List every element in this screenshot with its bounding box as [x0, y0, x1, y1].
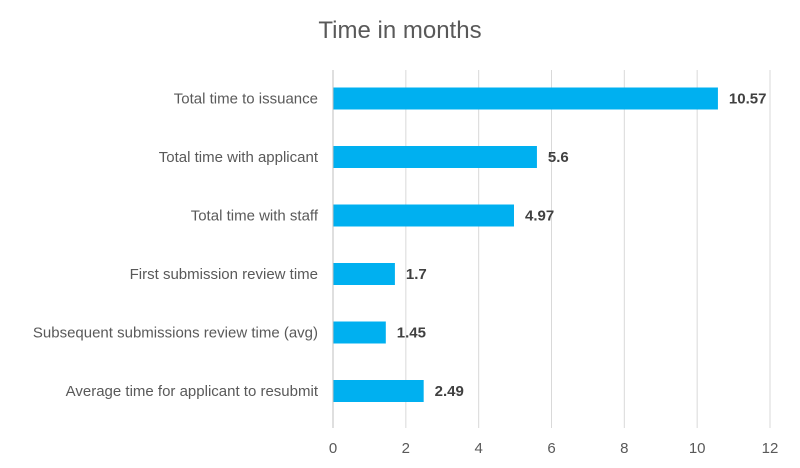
category-label: Subsequent submissions review time (avg) — [33, 325, 318, 342]
data-label: 1.45 — [397, 325, 426, 342]
bar-4 — [333, 263, 395, 285]
x-tick-label: 8 — [620, 440, 628, 457]
data-label: 5.6 — [548, 149, 569, 166]
bar-2 — [333, 146, 537, 168]
category-label: Total time with staff — [191, 208, 319, 225]
bar-6 — [333, 380, 424, 402]
bar-5 — [333, 321, 386, 344]
x-tick-label: 6 — [547, 440, 555, 457]
category-label: Average time for applicant to resubmit — [66, 383, 319, 400]
category-label: First submission review time — [130, 266, 318, 283]
bar-1 — [333, 87, 718, 110]
data-label: 4.97 — [525, 208, 554, 225]
category-label: Total time with applicant — [159, 149, 319, 166]
category-labels: Total time to issuance Total time with ap… — [33, 91, 319, 401]
x-tick-label: 2 — [402, 440, 410, 457]
bars — [333, 87, 718, 402]
x-tick-label: 12 — [762, 440, 779, 457]
data-label: 10.57 — [729, 91, 767, 108]
x-tick-label: 0 — [329, 440, 337, 457]
category-label: Total time to issuance — [174, 91, 318, 108]
chart-title: Time in months — [318, 17, 481, 44]
data-label: 1.7 — [406, 266, 427, 283]
x-axis-ticks: 0 2 4 6 8 10 12 — [329, 440, 779, 457]
data-label: 2.49 — [435, 383, 464, 400]
x-tick-label: 10 — [689, 440, 706, 457]
x-tick-label: 4 — [474, 440, 482, 457]
grid-lines — [405, 70, 771, 428]
data-labels: 10.57 5.6 4.97 1.7 1.45 2.49 — [397, 91, 767, 401]
bar-3 — [333, 204, 514, 227]
